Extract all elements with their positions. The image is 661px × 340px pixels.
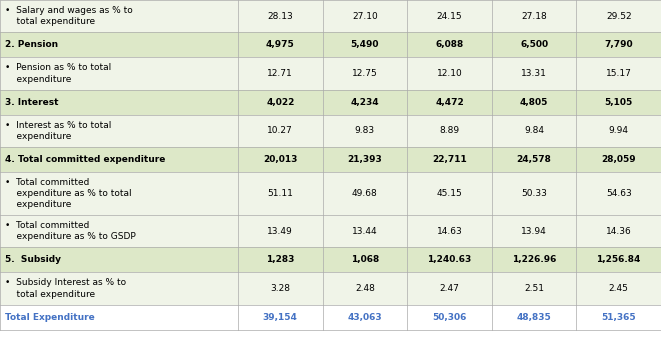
Text: •  Total committed
    expenditure as % to total
    expenditure: • Total committed expenditure as % to to… [5, 178, 132, 209]
Text: 51.11: 51.11 [267, 189, 293, 198]
Text: 45.15: 45.15 [437, 189, 462, 198]
Text: 24,578: 24,578 [517, 155, 551, 164]
Text: 12.71: 12.71 [268, 69, 293, 78]
Text: 13.44: 13.44 [352, 226, 377, 236]
Text: 39,154: 39,154 [263, 313, 297, 322]
Text: 7,790: 7,790 [604, 40, 633, 49]
Text: 10.27: 10.27 [268, 126, 293, 135]
Text: 6,500: 6,500 [520, 40, 548, 49]
Text: 13.31: 13.31 [521, 69, 547, 78]
Text: 21,393: 21,393 [348, 155, 382, 164]
Text: •  Salary and wages as % to
    total expenditure: • Salary and wages as % to total expendi… [5, 6, 133, 26]
Text: 27.18: 27.18 [522, 12, 547, 21]
Text: 6,088: 6,088 [436, 40, 463, 49]
Bar [0, 247, 661, 272]
Bar [0, 147, 661, 172]
Bar [0, 305, 661, 330]
Text: 4,234: 4,234 [350, 98, 379, 107]
Bar [0, 172, 661, 215]
Text: 27.10: 27.10 [352, 12, 377, 21]
Text: 13.94: 13.94 [522, 226, 547, 236]
Text: 5,105: 5,105 [605, 98, 633, 107]
Text: 2.45: 2.45 [609, 284, 629, 293]
Text: 54.63: 54.63 [606, 189, 631, 198]
Text: 14.63: 14.63 [437, 226, 462, 236]
Text: 1,256.84: 1,256.84 [596, 255, 641, 264]
Bar [0, 90, 661, 115]
Bar [0, 115, 661, 147]
Text: 9.84: 9.84 [524, 126, 544, 135]
Text: •  Subsidy Interest as % to
    total expenditure: • Subsidy Interest as % to total expendi… [5, 278, 126, 299]
Text: 50,306: 50,306 [432, 313, 467, 322]
Text: 4,805: 4,805 [520, 98, 548, 107]
Bar [0, 32, 661, 57]
Text: 2.51: 2.51 [524, 284, 544, 293]
Text: 28.13: 28.13 [268, 12, 293, 21]
Text: 5.  Subsidy: 5. Subsidy [5, 255, 61, 264]
Text: 1,240.63: 1,240.63 [428, 255, 471, 264]
Text: •  Total committed
    expenditure as % to GSDP: • Total committed expenditure as % to GS… [5, 221, 136, 241]
Text: 20,013: 20,013 [263, 155, 297, 164]
Text: 49.68: 49.68 [352, 189, 377, 198]
Bar [0, 57, 661, 90]
Text: 2.47: 2.47 [440, 284, 459, 293]
Text: 1,226.96: 1,226.96 [512, 255, 557, 264]
Bar [0, 272, 661, 305]
Text: 2.48: 2.48 [355, 284, 375, 293]
Text: 28,059: 28,059 [602, 155, 636, 164]
Text: 22,711: 22,711 [432, 155, 467, 164]
Text: 51,365: 51,365 [602, 313, 636, 322]
Text: 3.28: 3.28 [270, 284, 290, 293]
Text: •  Pension as % to total
    expenditure: • Pension as % to total expenditure [5, 64, 112, 84]
Text: 29.52: 29.52 [606, 12, 631, 21]
Text: 48,835: 48,835 [517, 313, 551, 322]
Text: 13.49: 13.49 [268, 226, 293, 236]
Bar [0, 215, 661, 247]
Text: 14.36: 14.36 [606, 226, 631, 236]
Text: 12.10: 12.10 [437, 69, 462, 78]
Text: 9.83: 9.83 [355, 126, 375, 135]
Text: 24.15: 24.15 [437, 12, 462, 21]
Text: 4,022: 4,022 [266, 98, 294, 107]
Text: 8.89: 8.89 [440, 126, 459, 135]
Text: •  Interest as % to total
    expenditure: • Interest as % to total expenditure [5, 121, 112, 141]
Text: 5,490: 5,490 [350, 40, 379, 49]
Text: 4,472: 4,472 [435, 98, 464, 107]
Text: 9.94: 9.94 [609, 126, 629, 135]
Text: 3. Interest: 3. Interest [5, 98, 59, 107]
Text: 4. Total committed expenditure: 4. Total committed expenditure [5, 155, 166, 164]
Text: 1,068: 1,068 [351, 255, 379, 264]
Bar [0, 0, 661, 32]
Text: 50.33: 50.33 [521, 189, 547, 198]
Text: 12.75: 12.75 [352, 69, 377, 78]
Text: 1,283: 1,283 [266, 255, 294, 264]
Text: Total Expenditure: Total Expenditure [5, 313, 95, 322]
Text: 2. Pension: 2. Pension [5, 40, 58, 49]
Text: 43,063: 43,063 [348, 313, 382, 322]
Text: 15.17: 15.17 [605, 69, 632, 78]
Text: 4,975: 4,975 [266, 40, 295, 49]
